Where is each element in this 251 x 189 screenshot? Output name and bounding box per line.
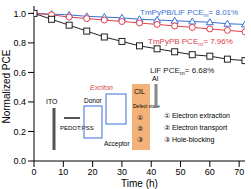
svg-text:70: 70: [234, 167, 243, 177]
svg-text:PEDOT:PSS: PEDOT:PSS: [60, 125, 94, 131]
svg-text:①: ①: [137, 114, 143, 121]
svg-text:0.6: 0.6: [13, 68, 26, 78]
svg-text:40: 40: [146, 167, 156, 177]
svg-text:Al: Al: [152, 75, 159, 82]
svg-text:② Electron transport: ② Electron transport: [164, 124, 227, 132]
svg-text:0.2: 0.2: [13, 127, 26, 137]
svg-text:Time (h): Time (h): [121, 178, 158, 189]
svg-text:CIL: CIL: [134, 88, 145, 95]
svg-text:50: 50: [176, 167, 186, 177]
svg-text:20: 20: [88, 167, 98, 177]
svg-text:Exciton: Exciton: [90, 84, 113, 91]
svg-text:Defect state: Defect state: [133, 103, 160, 109]
svg-text:0: 0: [31, 167, 36, 177]
svg-text:0.4: 0.4: [13, 97, 26, 107]
svg-text:TmPyPB PCEm= 7.96%: TmPyPB PCEm= 7.96%: [148, 37, 233, 47]
svg-text:0.8: 0.8: [13, 38, 26, 48]
svg-text:TmPyPB/LiF PCEm= 8.01%: TmPyPB/LiF PCEm= 8.01%: [140, 8, 238, 18]
svg-text:LiF PCEm= 6.68%: LiF PCEm= 6.68%: [150, 66, 214, 76]
svg-text:0.0: 0.0: [13, 156, 26, 166]
svg-text:1.0: 1.0: [13, 9, 26, 19]
svg-text:③: ③: [137, 136, 143, 143]
svg-text:① Electron extraction: ① Electron extraction: [164, 112, 230, 119]
svg-text:30: 30: [117, 167, 127, 177]
svg-text:Normalized PCE: Normalized PCE: [8, 49, 12, 123]
svg-text:60: 60: [205, 167, 215, 177]
svg-text:②: ②: [137, 125, 143, 132]
svg-text:Donor: Donor: [84, 97, 103, 104]
svg-text:ITO: ITO: [46, 98, 58, 105]
svg-text:10: 10: [58, 167, 68, 177]
svg-text:③ Hole-blocking: ③ Hole-blocking: [164, 136, 214, 144]
svg-text:Acceptor: Acceptor: [104, 140, 130, 148]
